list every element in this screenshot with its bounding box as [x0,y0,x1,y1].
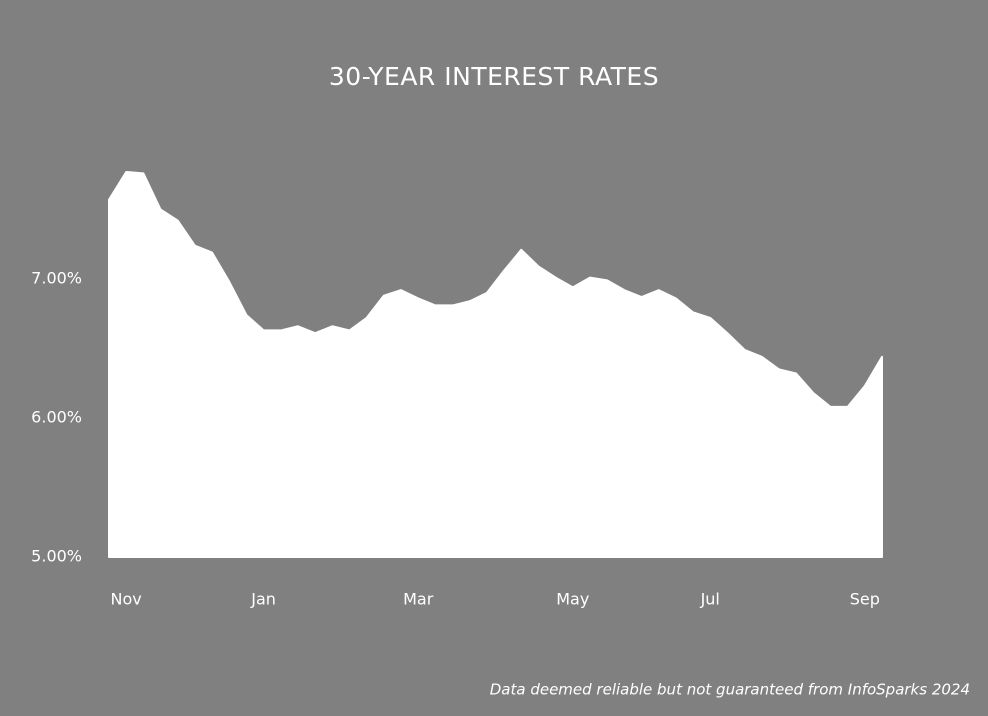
area [108,170,883,558]
y-tick-label: 7.00% [31,269,82,288]
x-tick-label: Sep [850,590,880,609]
source-note: Data deemed reliable but not guaranteed … [490,681,970,699]
x-tick-label: Jul [700,590,720,609]
x-tick-label: Mar [403,590,434,609]
x-tick-label: Jan [250,590,276,609]
y-tick-label: 6.00% [31,408,82,427]
y-tick-label: 5.00% [31,547,82,566]
chart-title: 30-YEAR INTEREST RATES [329,62,659,91]
x-tick-label: Nov [111,590,142,609]
x-tick-label: May [556,590,589,609]
